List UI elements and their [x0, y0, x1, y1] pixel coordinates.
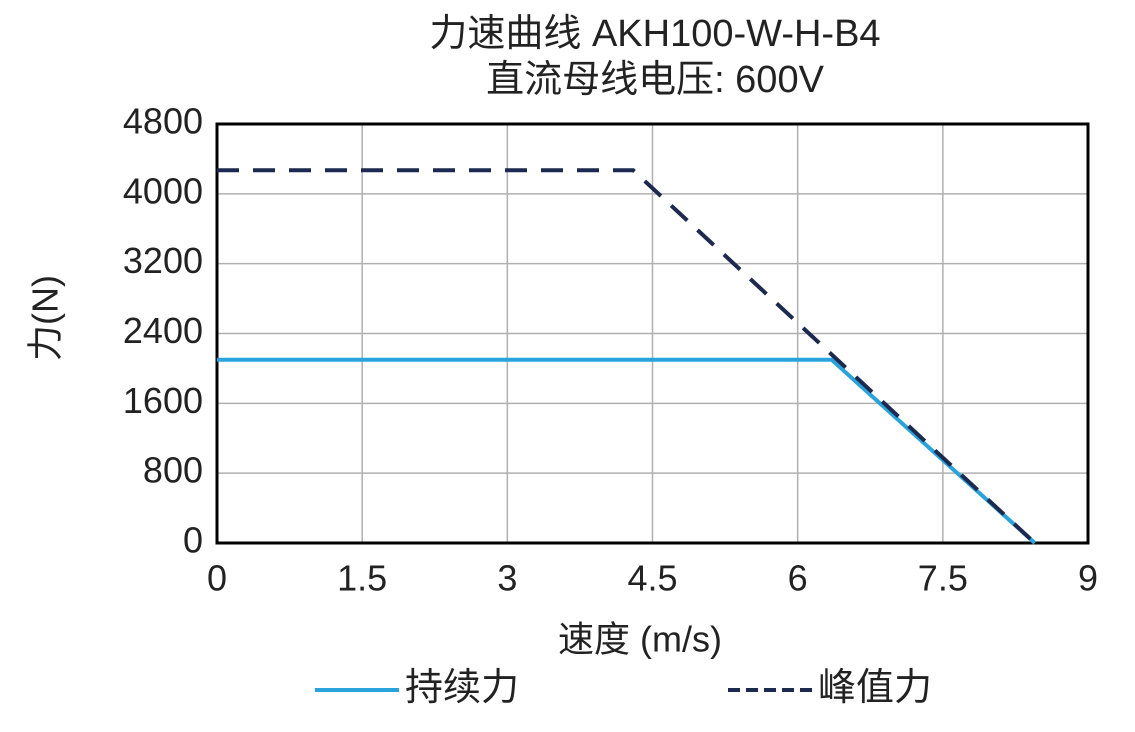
- y-tick-label: 3200: [123, 240, 203, 281]
- chart-title: 力速曲线 AKH100-W-H-B4: [429, 13, 880, 55]
- line: [217, 168, 1037, 545]
- y-tick-label: 4000: [123, 170, 203, 211]
- y-tick-label: 800: [143, 450, 203, 491]
- legend-label: 持续力: [405, 667, 519, 709]
- x-tick-label: 3: [497, 558, 517, 599]
- line: [217, 357, 1037, 545]
- x-tick-label: 4.5: [627, 558, 677, 599]
- y-tick-label: 4800: [123, 101, 203, 142]
- y-tick-label: 0: [183, 520, 203, 561]
- x-tick-label: 6: [788, 558, 808, 599]
- x-axis-label: 速度 (m/s): [558, 619, 722, 660]
- x-tick-label: 0: [207, 558, 227, 599]
- y-axis-label: 力(N): [25, 275, 66, 361]
- legend-label: 峰值力: [818, 667, 932, 709]
- y-tick-label: 2400: [123, 310, 203, 351]
- chart-subtitle: 直流母线电压: 600V: [486, 59, 825, 101]
- y-tick-label: 1600: [123, 380, 203, 421]
- x-tick-label: 1.5: [337, 558, 387, 599]
- plot-frame: [215, 122, 1090, 545]
- x-tick-label: 7.5: [918, 558, 968, 599]
- x-tick-label: 9: [1078, 558, 1098, 599]
